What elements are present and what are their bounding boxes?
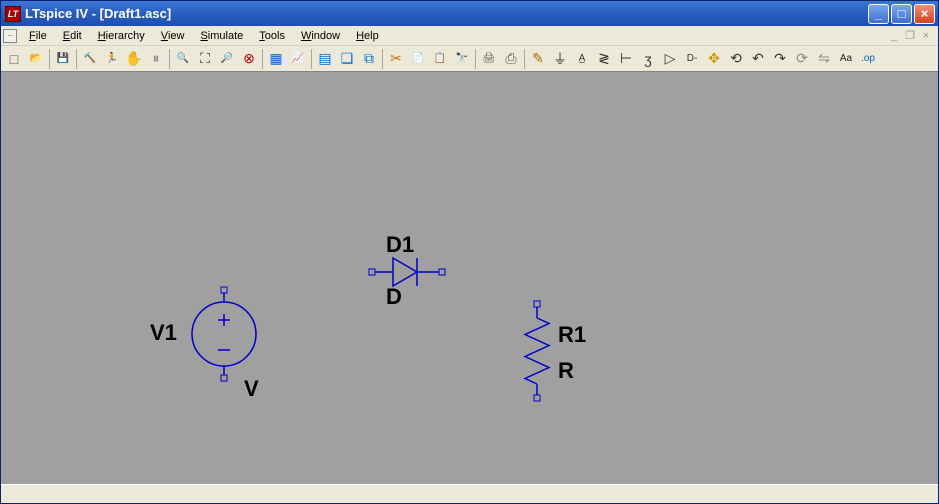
- copy-icon[interactable]: 📄: [407, 48, 429, 70]
- find-icon[interactable]: 🔭: [451, 48, 473, 70]
- title-bar: LT LTspice IV - [Draft1.asc] _ □ ×: [1, 1, 938, 26]
- toolbar-separator: [262, 49, 263, 69]
- menu-bar: ⎯ FileEditHierarchyViewSimulateToolsWind…: [1, 26, 938, 46]
- minimize-button[interactable]: _: [868, 4, 889, 24]
- schematic-canvas[interactable]: V1 V D1 D R1 R: [2, 72, 937, 483]
- menu-simulate[interactable]: Simulate: [192, 28, 251, 44]
- menu-help[interactable]: Help: [348, 28, 387, 44]
- move-icon[interactable]: ✥: [703, 48, 725, 70]
- halt-icon[interactable]: ⏸: [145, 48, 167, 70]
- close-win-icon[interactable]: ⧉: [358, 48, 380, 70]
- toolbar-separator: [382, 49, 383, 69]
- mdi-close-button[interactable]: ×: [918, 29, 934, 43]
- resistor-ref-label[interactable]: R1: [558, 322, 586, 348]
- new-icon[interactable]: □: [3, 48, 25, 70]
- comp-icon[interactable]: D-: [681, 48, 703, 70]
- menu-view[interactable]: View: [153, 28, 193, 44]
- status-bar: [1, 484, 938, 503]
- toolbar-separator: [49, 49, 50, 69]
- tile-icon[interactable]: ▤: [314, 48, 336, 70]
- pick-icon[interactable]: 📈: [287, 48, 309, 70]
- mdi-system-icon[interactable]: ⎯: [3, 29, 17, 43]
- close-button[interactable]: ×: [914, 4, 935, 24]
- print-icon[interactable]: 🖨: [478, 48, 500, 70]
- ground-icon[interactable]: ⏚: [549, 48, 571, 70]
- ind-icon[interactable]: ʒ: [637, 48, 659, 70]
- maximize-button[interactable]: □: [891, 4, 912, 24]
- voltage-ref-label[interactable]: V1: [150, 320, 177, 346]
- undo-icon[interactable]: ↶: [747, 48, 769, 70]
- run-icon[interactable]: 🏃: [101, 48, 123, 70]
- open-icon[interactable]: 📂: [25, 48, 47, 70]
- toolbar-separator: [524, 49, 525, 69]
- resistor[interactable]: [525, 304, 549, 398]
- cascade-icon[interactable]: ❏: [336, 48, 358, 70]
- app-icon: LT: [5, 6, 21, 22]
- rotate-icon[interactable]: ⟳: [791, 48, 813, 70]
- autorange-icon[interactable]: ▦: [265, 48, 287, 70]
- window-title: LTspice IV - [Draft1.asc]: [25, 6, 868, 21]
- mdi-restore-button[interactable]: ❐: [902, 29, 918, 43]
- menu-window[interactable]: Window: [293, 28, 348, 44]
- toolbar-separator: [76, 49, 77, 69]
- redo-icon[interactable]: ↷: [769, 48, 791, 70]
- menu-tools[interactable]: Tools: [251, 28, 293, 44]
- wire-icon[interactable]: ✎: [527, 48, 549, 70]
- save-icon[interactable]: 💾: [52, 48, 74, 70]
- diode[interactable]: [372, 258, 442, 286]
- toolbar-separator: [169, 49, 170, 69]
- toolbar: □📂💾🔨🏃✋⏸🔍⛶🔎⊗▦📈▤❏⧉✂📄📋🔭🖨⎙✎⏚A̲≷⊢ʒ▷D-✥⟲↶↷⟳⇋Aa…: [1, 46, 938, 72]
- diode-icon[interactable]: ▷: [659, 48, 681, 70]
- paste-icon[interactable]: 📋: [429, 48, 451, 70]
- setup-icon[interactable]: ⎙: [500, 48, 522, 70]
- zoom-in-icon[interactable]: 🔍: [172, 48, 194, 70]
- zoom-out-icon[interactable]: 🔎: [216, 48, 238, 70]
- pan-icon[interactable]: ✋: [123, 48, 145, 70]
- resistor-icon[interactable]: ≷: [593, 48, 615, 70]
- toolbar-separator: [475, 49, 476, 69]
- voltage-source[interactable]: [192, 290, 256, 378]
- toolbar-separator: [311, 49, 312, 69]
- menu-edit[interactable]: Edit: [55, 28, 90, 44]
- menu-hierarchy[interactable]: Hierarchy: [90, 28, 153, 44]
- menu-file[interactable]: File: [21, 28, 55, 44]
- diode-value-label[interactable]: D: [386, 284, 402, 310]
- mdi-minimize-button[interactable]: _: [886, 29, 902, 43]
- voltage-value-label[interactable]: V: [244, 376, 259, 402]
- label-icon[interactable]: A̲: [571, 48, 593, 70]
- drag-icon[interactable]: ⟲: [725, 48, 747, 70]
- resistor-value-label[interactable]: R: [558, 358, 574, 384]
- diode-ref-label[interactable]: D1: [386, 232, 414, 258]
- zoom-box-icon[interactable]: ⛶: [194, 48, 216, 70]
- spice-icon[interactable]: .op: [857, 48, 879, 70]
- cut-icon[interactable]: ✂: [385, 48, 407, 70]
- mirror-icon[interactable]: ⇋: [813, 48, 835, 70]
- cap-icon[interactable]: ⊢: [615, 48, 637, 70]
- text-icon[interactable]: Aa: [835, 48, 857, 70]
- hammer-icon[interactable]: 🔨: [79, 48, 101, 70]
- zoom-fit-icon[interactable]: ⊗: [238, 48, 260, 70]
